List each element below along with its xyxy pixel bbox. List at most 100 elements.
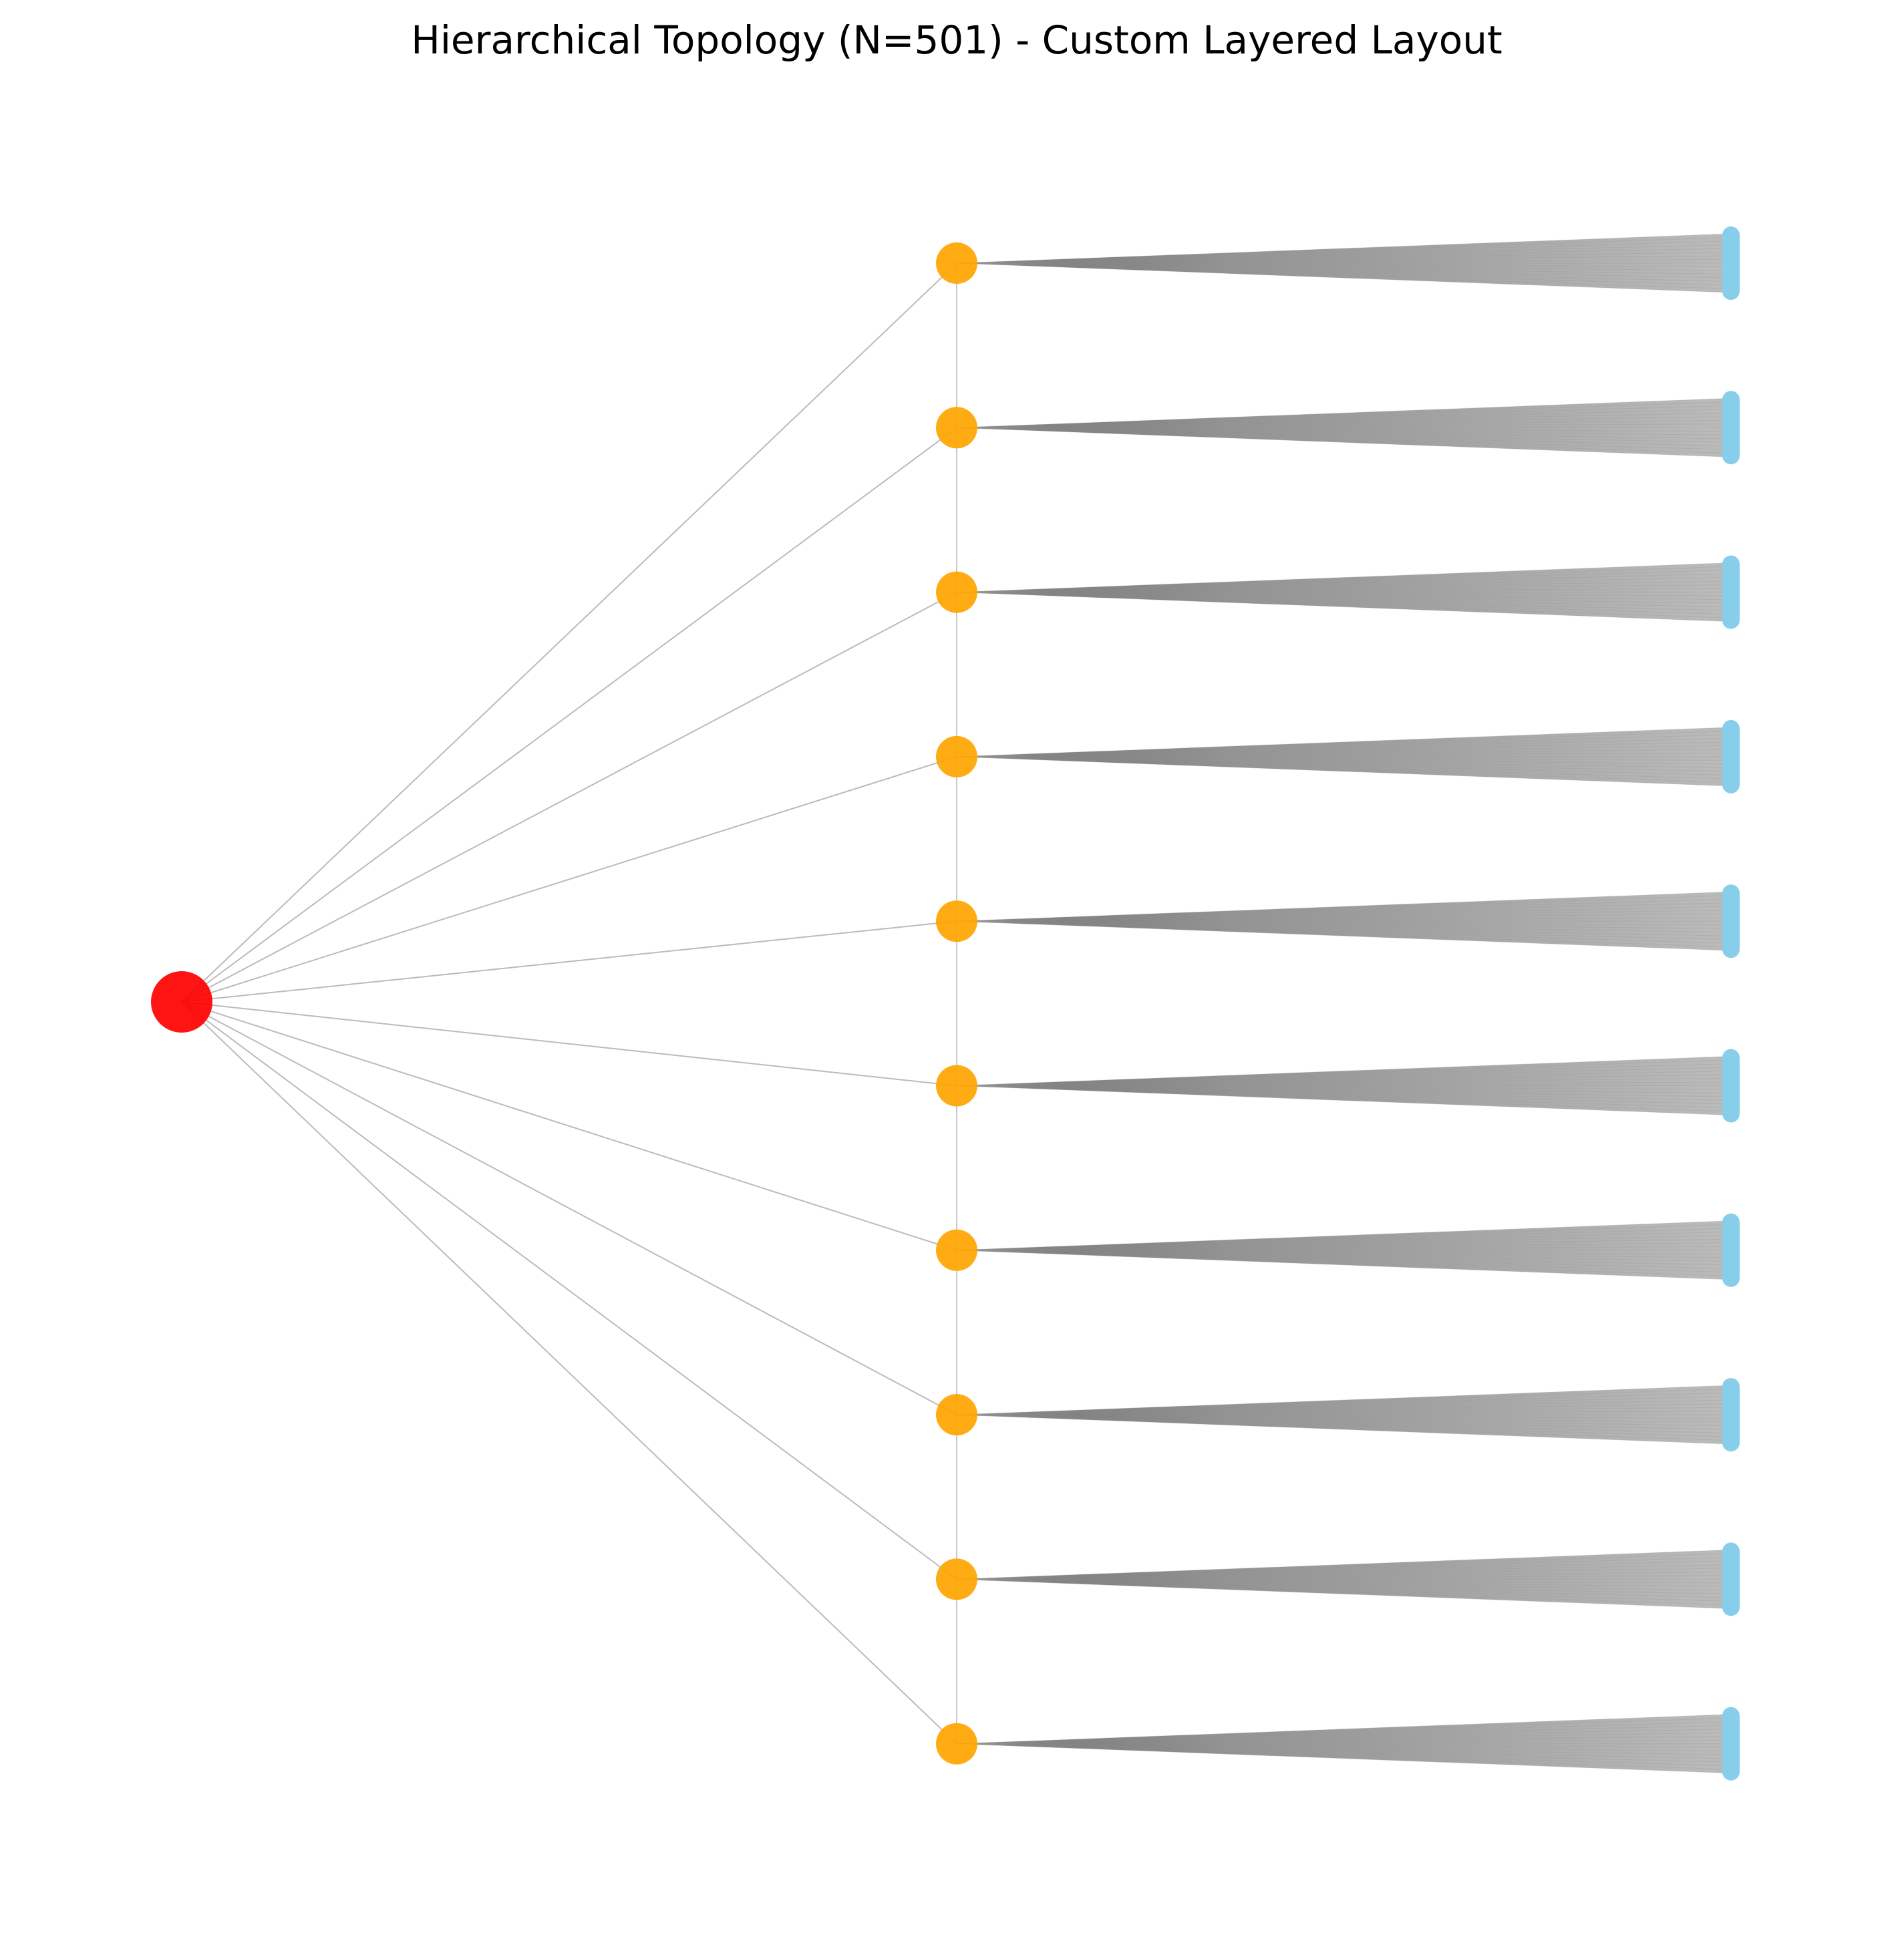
hub-leaf-edge [956,752,1732,757]
leaf-node-cluster-8 [1722,1378,1740,1452]
hub-leaf-edge [956,920,1732,944]
hub-node-4 [936,735,977,777]
hub-leaf-edge [956,592,1732,623]
hub-leaf-edge [956,756,1732,775]
hub-leaf-edge [956,727,1732,757]
hub-leaf-edge [956,1085,1732,1112]
hub-leaf-edge [956,255,1732,264]
hub-leaf-edge [956,401,1732,428]
hub-leaf-edge [956,1078,1732,1086]
hub-leaf-edge [956,592,1732,604]
hub-leaf-edge [956,1556,1732,1580]
hub-fan-layer [956,233,1732,1774]
hub-leaf-edge-bundle [957,1220,1731,1280]
hub-leaf-edge [956,1081,1732,1086]
hub-leaf-edge [956,1721,1732,1745]
hub-leaf-edge [956,745,1732,757]
hub-leaf-edge [956,1743,1732,1770]
hub-leaf-edge-bundle [957,398,1731,458]
hub-leaf-edge [956,1575,1732,1580]
hub-leaf-edge [956,1411,1732,1415]
hub-leaf-edge [956,1235,1732,1251]
hub-leaf-fan [956,891,1732,951]
hub-leaf-edge [956,580,1732,593]
hub-leaf-edge [956,1085,1732,1090]
hub-leaf-edge [956,737,1732,757]
hub-leaf-edge [956,423,1732,428]
hub-leaf-edge [956,1224,1732,1251]
hub-leaf-edge [956,427,1732,458]
hub-leaf-edge-bundle [957,1714,1731,1773]
root-hub-edge [181,262,957,1003]
hub-leaf-edge [956,412,1732,428]
hub-node-2 [936,407,977,449]
leaf-node-cluster-9 [1722,1542,1740,1616]
hub-leaf-edge [956,1564,1732,1580]
hub-leaf-edge [956,902,1732,922]
hub-leaf-edge [956,920,1732,940]
leaf-node-cluster-3 [1722,555,1740,629]
hub-leaf-edge [956,756,1732,765]
hub-node-10 [936,1723,977,1765]
hub-leaf-edge [956,1407,1732,1415]
hub-node-6 [936,1065,977,1107]
hub-leaf-edge [956,427,1732,435]
hub-leaf-edge [956,917,1732,922]
hub-leaf-edge [956,562,1732,593]
hub-leaf-edge [956,1250,1732,1273]
hub-leaf-edge [956,584,1732,593]
hub-leaf-edge [956,1067,1732,1086]
hub-leaf-edge [956,1085,1732,1115]
leaf-node-cluster-6 [1722,1049,1740,1123]
hub-leaf-edge [956,1725,1732,1745]
hub-leaf-edge [956,1743,1732,1759]
hub-leaf-edge [956,262,1732,293]
hub-leaf-fan [956,397,1732,458]
root-hub-edge [181,1001,957,1745]
hub-leaf-edge [956,756,1732,772]
hub-node-layer [936,242,977,1765]
leaf-node-cluster-5 [1722,884,1740,958]
hub-leaf-edge [956,427,1732,454]
hub-leaf-edge [956,1560,1732,1580]
hub-leaf-edge [956,1063,1732,1086]
hub-leaf-edge [956,1414,1732,1445]
hub-leaf-fan [956,233,1732,293]
hub-leaf-edge [956,1403,1732,1415]
hub-leaf-edge [956,233,1732,264]
leaf-layer [1722,226,1740,1781]
hub-leaf-edge [956,577,1732,593]
hub-leaf-fan [956,1385,1732,1445]
leaf-node-cluster-1 [1722,226,1740,300]
hub-leaf-edge [956,592,1732,596]
hub-leaf-edge [956,1717,1732,1745]
hub-leaf-edge [956,1056,1732,1086]
hub-leaf-edge [956,237,1732,264]
hub-leaf-edge [956,1250,1732,1276]
hub-leaf-edge [956,252,1732,264]
hub-leaf-edge [956,906,1732,922]
hub-leaf-edge [956,427,1732,439]
hub-leaf-edge [956,910,1732,922]
hub-leaf-edge [956,1385,1732,1415]
hub-leaf-edge [956,756,1732,768]
leaf-node-cluster-2 [1722,391,1740,465]
hub-leaf-edge [956,898,1732,922]
hub-leaf-edge [956,1085,1732,1108]
hub-leaf-edge [956,427,1732,432]
hub-leaf-edge [956,1743,1732,1755]
root-hub-edge [181,1001,957,1251]
root-hub-edge [181,1001,957,1087]
hub-leaf-edge [956,1392,1732,1415]
hub-leaf-edge [956,920,1732,933]
hub-leaf-edge [956,1578,1732,1591]
root-hub-edge [181,755,957,1003]
hub-leaf-edge [956,1578,1732,1598]
hub-leaf-edge [956,1743,1732,1748]
hub-leaf-edge [956,1085,1732,1093]
hub-leaf-edge-bundle [957,1550,1731,1609]
hub-leaf-edge-bundle [957,234,1731,293]
hub-leaf-fan [956,1056,1732,1115]
leaf-node-cluster-10 [1722,1707,1740,1781]
hub-leaf-edge [956,920,1732,929]
